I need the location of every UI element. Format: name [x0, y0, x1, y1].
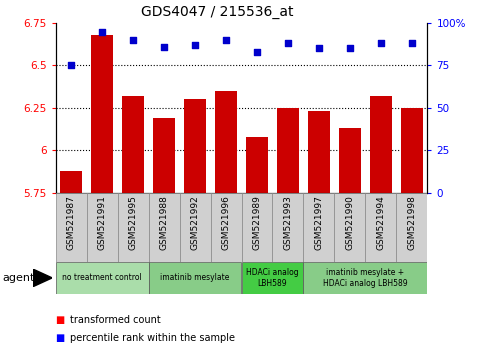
Bar	[303, 193, 334, 262]
Polygon shape	[33, 269, 52, 287]
Text: GSM521990: GSM521990	[345, 195, 355, 250]
Bar	[117, 193, 149, 262]
Point	[284, 41, 292, 46]
Text: ■: ■	[56, 315, 65, 325]
Bar	[149, 193, 180, 262]
Text: GSM521989: GSM521989	[253, 195, 261, 250]
Bar	[370, 96, 392, 354]
Bar	[308, 112, 330, 354]
Bar	[401, 108, 423, 354]
Text: percentile rank within the sample: percentile rank within the sample	[70, 333, 235, 343]
Text: GSM521997: GSM521997	[314, 195, 324, 250]
Bar	[215, 91, 237, 354]
Bar	[339, 129, 361, 354]
Point	[377, 41, 385, 46]
Bar	[60, 171, 82, 354]
Text: GSM521991: GSM521991	[98, 195, 107, 250]
Point	[408, 41, 416, 46]
Bar	[366, 193, 397, 262]
Text: GSM521998: GSM521998	[408, 195, 416, 250]
Text: agent: agent	[2, 273, 35, 283]
Point	[253, 49, 261, 55]
Bar	[242, 262, 303, 294]
Text: GSM521987: GSM521987	[67, 195, 75, 250]
Text: no treatment control: no treatment control	[62, 273, 142, 282]
Bar	[211, 193, 242, 262]
Bar	[153, 118, 175, 354]
Text: ■: ■	[56, 333, 65, 343]
Point	[315, 46, 323, 51]
Bar	[277, 108, 299, 354]
Text: GSM521994: GSM521994	[376, 195, 385, 250]
Bar	[56, 262, 149, 294]
Bar	[246, 137, 268, 354]
Text: imatinib mesylate: imatinib mesylate	[160, 273, 230, 282]
Text: transformed count: transformed count	[70, 315, 161, 325]
Bar	[86, 193, 117, 262]
Bar	[397, 193, 427, 262]
Bar	[242, 193, 272, 262]
Bar	[272, 193, 303, 262]
Text: HDACi analog
LBH589: HDACi analog LBH589	[246, 268, 299, 287]
Point	[98, 29, 106, 34]
Point	[160, 44, 168, 50]
Point	[346, 46, 354, 51]
Text: GSM521996: GSM521996	[222, 195, 230, 250]
Text: GSM521988: GSM521988	[159, 195, 169, 250]
Point	[222, 37, 230, 43]
Bar	[149, 262, 242, 294]
Text: GSM521992: GSM521992	[190, 195, 199, 250]
Bar	[122, 96, 144, 354]
Text: GSM521995: GSM521995	[128, 195, 138, 250]
Bar	[303, 262, 427, 294]
Bar	[56, 193, 86, 262]
Point	[67, 63, 75, 68]
Text: GSM521993: GSM521993	[284, 195, 293, 250]
Bar	[334, 193, 366, 262]
Point	[129, 37, 137, 43]
Point	[191, 42, 199, 48]
Bar	[184, 99, 206, 354]
Bar	[91, 35, 113, 354]
Text: GDS4047 / 215536_at: GDS4047 / 215536_at	[141, 5, 294, 19]
Text: imatinib mesylate +
HDACi analog LBH589: imatinib mesylate + HDACi analog LBH589	[323, 268, 408, 287]
Bar	[180, 193, 211, 262]
